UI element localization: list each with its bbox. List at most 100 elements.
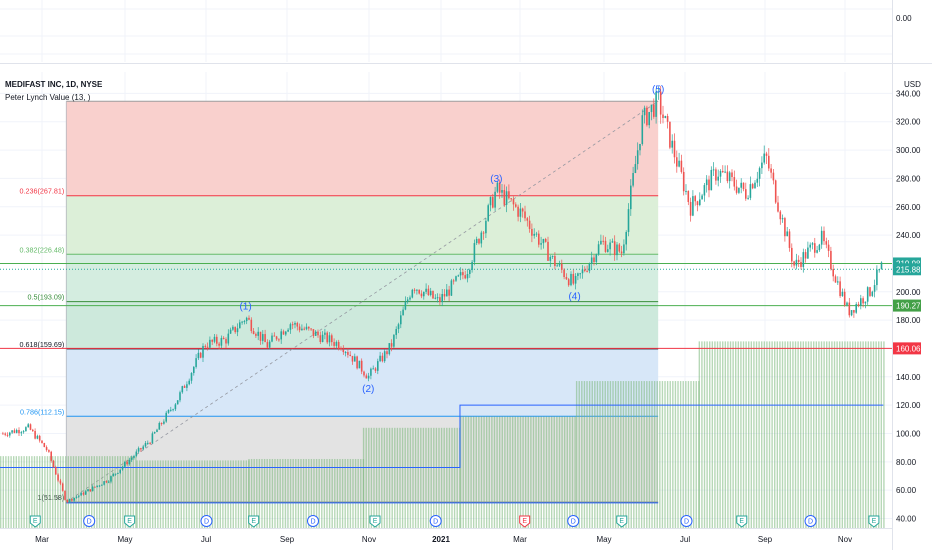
lynch-value-bar [132, 456, 134, 528]
earnings-marker[interactable] [616, 515, 628, 528]
lynch-value-bar [527, 416, 529, 528]
dividend-marker[interactable] [804, 515, 817, 527]
candle-body [804, 252, 807, 259]
lynch-value-bar [588, 381, 591, 528]
candle-body [4, 433, 6, 435]
earnings-marker[interactable] [248, 515, 260, 528]
lynch-value-bar [844, 341, 846, 528]
lynch-value-bar [607, 381, 609, 528]
lynch-value-bar [620, 381, 622, 528]
lynch-value-bar [727, 341, 729, 528]
earnings-marker[interactable] [736, 515, 748, 528]
lynch-value-bar [271, 458, 274, 528]
elliott-wave-label[interactable]: (3) [490, 174, 502, 185]
candle-body [68, 498, 71, 503]
candle-body [832, 268, 834, 277]
candle-body [15, 429, 18, 433]
blue-value-line [0, 404, 884, 468]
candle-body [186, 384, 188, 388]
dividend-marker[interactable] [83, 515, 96, 527]
candle-body [549, 257, 552, 261]
earnings-marker[interactable] [29, 515, 41, 528]
candle-body [406, 299, 409, 302]
lynch-value-bar [695, 381, 697, 528]
candle-body [590, 257, 593, 264]
lynch-value-bar [766, 341, 768, 528]
candle-body [855, 304, 857, 313]
candlesticks[interactable] [2, 86, 883, 504]
lynch-value-bar [75, 456, 77, 528]
lynch-value-bar [794, 341, 797, 528]
candle-body [659, 91, 662, 115]
lynch-value-bar [106, 456, 108, 528]
dividend-marker[interactable] [307, 515, 320, 527]
candle-body [146, 442, 149, 444]
lynch-value-bar [440, 427, 443, 528]
dividend-marker[interactable] [200, 515, 213, 527]
price-axis[interactable]: 40.0060.0080.00100.00120.00140.00160.001… [892, 72, 922, 528]
candle-body [788, 231, 791, 248]
earnings-marker[interactable] [868, 515, 880, 528]
candle-body [36, 435, 39, 439]
candle-body [496, 182, 499, 192]
candle-body [639, 143, 641, 151]
candle-body [876, 269, 878, 286]
candle-body [340, 348, 342, 350]
elliott-wave-label[interactable]: (1) [239, 301, 251, 312]
candle-body [673, 140, 676, 158]
symbol-title[interactable]: MEDIFAST INC, 1D, NYSE [5, 80, 103, 89]
lynch-value-bar [193, 460, 195, 528]
lynch-value-bar [188, 460, 190, 528]
candle-body [738, 187, 740, 193]
lynch-value-bar [49, 456, 51, 528]
lynch-value-bar [308, 458, 310, 528]
candle-body [365, 375, 368, 379]
lynch-value-bar [646, 381, 648, 528]
candle-body [604, 240, 607, 252]
candle-body [397, 324, 400, 330]
indicator-legend[interactable]: Peter Lynch Value (13, ) [5, 93, 91, 102]
elliott-wave-label[interactable]: (4) [568, 292, 580, 303]
candle-body [241, 321, 243, 323]
candle-body [577, 273, 579, 276]
elliott-wave-labels[interactable]: (1) (2) (3) (4) (5) [239, 84, 664, 394]
lynch-value-bar [245, 460, 247, 528]
candle-body [34, 431, 36, 439]
candle-body [310, 328, 312, 330]
lynch-value-bar [175, 460, 177, 528]
lynch-value-bar [370, 427, 373, 528]
candle-body [765, 153, 768, 156]
earnings-marker-letter: E [619, 518, 624, 525]
earnings-marker[interactable] [519, 515, 531, 528]
earnings-marker[interactable] [124, 515, 136, 528]
dividend-marker[interactable] [680, 515, 693, 527]
candle-body [75, 496, 78, 498]
candle-body [110, 476, 112, 482]
candle-body [112, 474, 115, 477]
candle-body [209, 339, 211, 348]
dividend-marker[interactable] [567, 515, 580, 527]
elliott-wave-label[interactable]: (5) [652, 84, 664, 95]
horizontal-lines[interactable] [0, 262, 892, 349]
candle-body [627, 209, 630, 233]
candle-body [381, 355, 384, 362]
lynch-value-bar [318, 458, 320, 528]
dividend-marker-letter: D [808, 519, 813, 526]
earnings-marker[interactable] [369, 515, 381, 528]
candle-body [197, 352, 200, 359]
lynch-value-bar [240, 460, 242, 528]
candle-body [491, 197, 494, 208]
candle-body [857, 304, 860, 306]
dividend-marker[interactable] [429, 515, 442, 527]
elliott-wave-label[interactable]: (2) [362, 384, 374, 395]
lynch-value-bar [545, 416, 548, 528]
lynch-value-bar [44, 456, 46, 528]
time-axis[interactable]: Mar May Jul Sep Nov 2021 Mar May Jul Sep Nov [0, 528, 892, 545]
candle-body [305, 326, 308, 330]
candle-body [45, 447, 48, 451]
price-tick-label: 120.00 [896, 401, 921, 410]
candle-body [266, 342, 269, 348]
